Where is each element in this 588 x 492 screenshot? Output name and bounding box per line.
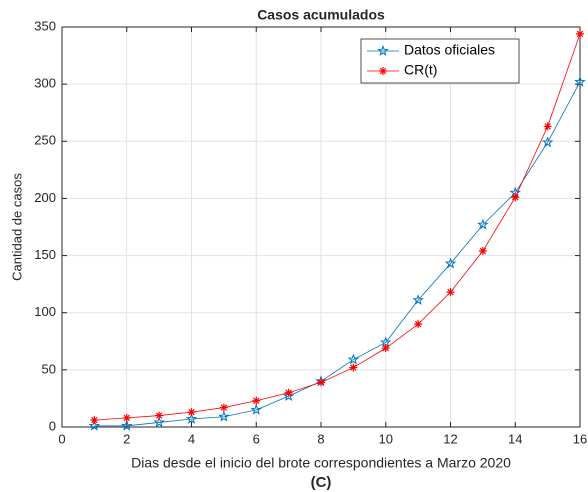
data-point — [120, 419, 133, 431]
legend-marker — [379, 67, 387, 75]
data-point — [541, 136, 554, 148]
data-point — [218, 410, 230, 422]
x-tick-label: 14 — [508, 431, 522, 446]
caption: (C) — [311, 474, 332, 491]
x-tick-label: 16 — [573, 431, 587, 446]
data-point — [122, 413, 131, 422]
plot-frame — [61, 26, 581, 428]
y-tick-label: 250 — [34, 133, 56, 148]
data-point — [90, 416, 99, 425]
legend-marker — [377, 44, 389, 56]
data-point — [478, 247, 487, 255]
y-tick-label: 300 — [34, 76, 56, 91]
data-point — [88, 419, 101, 431]
data-point — [412, 294, 424, 306]
data-point — [284, 388, 293, 397]
data-point — [543, 122, 552, 131]
data-point — [250, 403, 263, 415]
data-point — [477, 218, 489, 230]
data-point — [347, 353, 360, 365]
x-tick-label: 10 — [379, 431, 393, 446]
legend-label: CR(t) — [404, 62, 437, 78]
data-point — [317, 378, 325, 387]
data-point — [153, 416, 165, 428]
data-point — [155, 411, 164, 420]
x-axis-label: Dias desde el inicio del brote correspon… — [131, 455, 511, 471]
data-point — [282, 390, 295, 402]
y-axis-label: Cantidad de casos — [9, 173, 24, 281]
data-point — [349, 363, 358, 372]
x-tick-label: 8 — [317, 431, 324, 446]
x-tick-label: 2 — [123, 431, 130, 446]
series-line — [94, 33, 581, 421]
data-point — [511, 193, 520, 202]
x-tick-label: 4 — [188, 431, 195, 446]
chart-title: Casos acumulados — [257, 7, 385, 23]
data-point — [219, 403, 228, 412]
series-line — [94, 81, 581, 427]
y-tick-label: 50 — [42, 361, 56, 376]
data-point — [414, 320, 423, 329]
x-tick-label: 6 — [253, 431, 260, 446]
y-tick-label: 200 — [34, 190, 56, 205]
legend-label: Datos oficiales — [404, 42, 495, 58]
y-tick-label: 150 — [34, 247, 56, 262]
data-point — [446, 288, 455, 297]
data-point — [185, 412, 198, 424]
data-point — [252, 396, 261, 405]
data-point — [576, 29, 584, 38]
y-tick-label: 0 — [49, 418, 56, 433]
y-tick-label: 100 — [34, 304, 56, 319]
data-point — [444, 257, 457, 269]
x-tick-label: 0 — [58, 431, 65, 446]
data-point — [574, 75, 586, 87]
x-tick-label: 12 — [443, 431, 457, 446]
legend-box — [360, 38, 520, 84]
data-point — [381, 344, 390, 353]
data-point — [187, 408, 196, 417]
y-tick-label: 350 — [34, 18, 56, 33]
